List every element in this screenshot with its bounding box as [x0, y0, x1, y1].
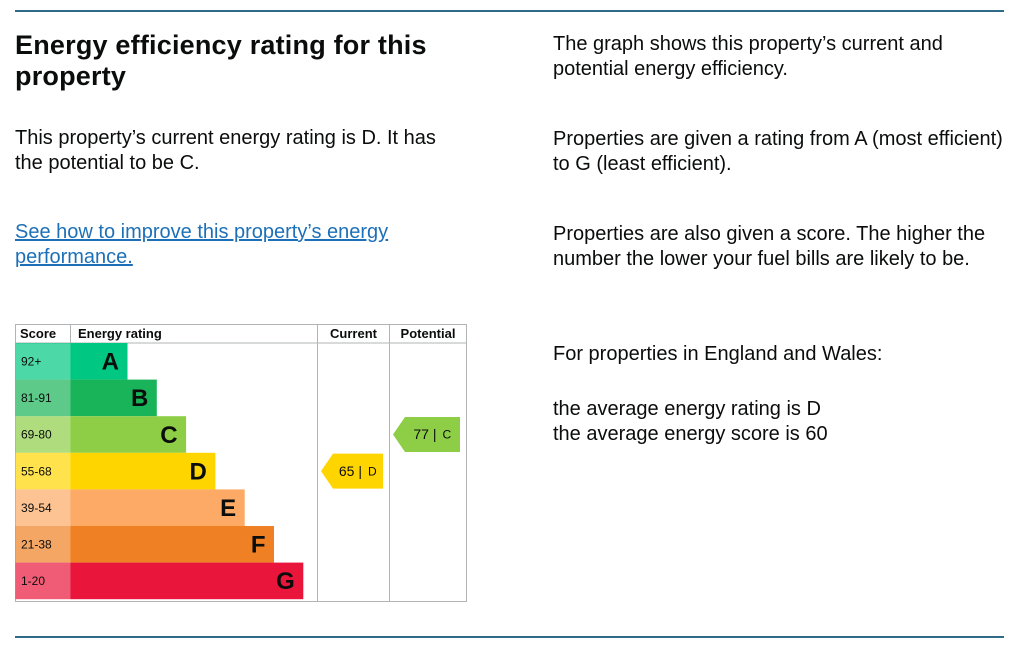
improve-performance-link[interactable]: See how to improve this property’s energ… — [15, 221, 389, 268]
score-cell-b — [15, 379, 71, 417]
band-bar-f — [70, 526, 274, 563]
band-letter-a: A — [102, 349, 119, 376]
region-note: For properties in England and Wales: — [553, 343, 883, 365]
score-description: Properties are also given a score. The h… — [553, 223, 986, 270]
band-bar-c — [70, 416, 187, 453]
bottom-divider — [15, 636, 1004, 638]
score-range-e: 39-54 — [21, 501, 52, 515]
band-letter-f: F — [251, 532, 266, 559]
potential-band: C — [443, 428, 452, 442]
score-cell-e — [15, 489, 71, 526]
graph-description: The graph shows this property’s current … — [553, 33, 943, 80]
header-current: Current — [330, 326, 378, 341]
band-letter-b: B — [131, 385, 148, 412]
page-title: Energy efficiency rating for this proper… — [15, 30, 427, 91]
top-divider — [15, 10, 1004, 12]
band-bar-d — [70, 452, 216, 490]
score-range-d: 55-68 — [21, 464, 52, 478]
score-range-c: 69-80 — [21, 428, 52, 442]
rating-summary: Energy efficiency rating for this proper… — [15, 30, 485, 268]
band-bar-b — [70, 379, 157, 417]
header-score: Score — [20, 326, 56, 341]
score-range-f: 21-38 — [21, 537, 52, 551]
header-potential: Potential — [401, 326, 456, 341]
score-range-b: 81-91 — [21, 391, 52, 405]
score-cell-g — [15, 562, 71, 600]
band-letter-c: C — [160, 422, 177, 449]
potential-marker — [393, 417, 460, 452]
average-score-text: the average energy score is 60 — [553, 423, 828, 445]
current-score: 65 | — [339, 463, 362, 479]
band-bar-a — [70, 343, 128, 380]
score-range-g: 1-20 — [21, 574, 45, 588]
average-rating-text: the average energy rating is D — [553, 398, 821, 420]
band-bar-g — [70, 562, 304, 600]
band-bar-e — [70, 489, 245, 526]
energy-rating-chart: Score Energy rating Current Potential 92+ A 81… — [15, 324, 467, 602]
score-range-a: 92+ — [21, 354, 41, 368]
score-cell-a — [15, 343, 71, 380]
score-cell-c — [15, 416, 71, 453]
band-letter-e: E — [220, 495, 236, 522]
header-energy-rating: Energy rating — [78, 326, 162, 341]
score-cell-d — [15, 452, 71, 490]
current-marker — [321, 453, 383, 489]
current-band: D — [368, 464, 377, 478]
score-cell-f — [15, 526, 71, 563]
current-rating-text: This property’s current energy rating is… — [15, 127, 436, 174]
rating-range-description: Properties are given a rating from A (mo… — [553, 128, 1003, 175]
band-letter-g: G — [276, 568, 295, 595]
potential-score: 77 | — [413, 426, 436, 442]
band-letter-d: D — [190, 458, 207, 485]
